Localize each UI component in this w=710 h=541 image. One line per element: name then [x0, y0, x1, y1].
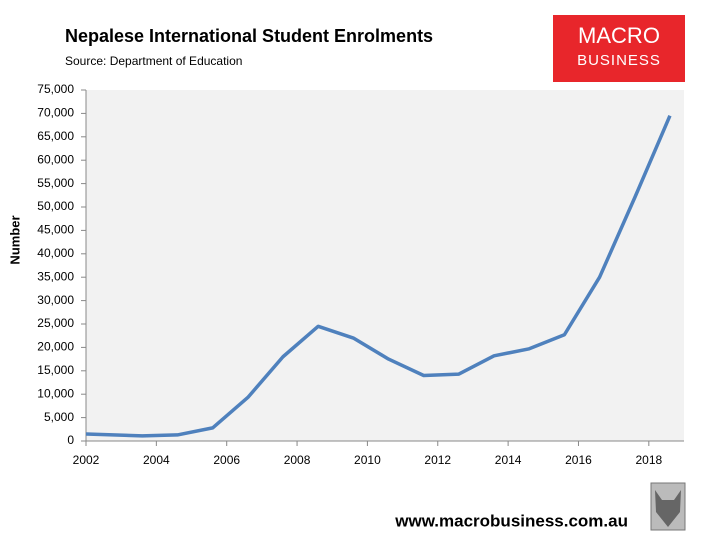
plot-area [86, 90, 684, 441]
y-tick-label: 25,000 [37, 316, 74, 330]
y-tick-label: 40,000 [37, 246, 74, 260]
y-tick-label: 75,000 [37, 82, 74, 96]
y-tick-label: 0 [67, 433, 74, 447]
logo-text: MACRO [578, 23, 660, 48]
y-tick-label: 20,000 [37, 340, 74, 354]
y-tick-label: 5,000 [44, 410, 74, 424]
y-tick-label: 10,000 [37, 386, 74, 400]
x-tick-label: 2010 [354, 453, 381, 467]
x-tick-label: 2014 [495, 453, 522, 467]
y-tick-label: 15,000 [37, 363, 74, 377]
x-tick-label: 2002 [73, 453, 100, 467]
x-tick-label: 2008 [284, 453, 311, 467]
line-series [85, 115, 672, 438]
footer: www.macrobusiness.com.au [394, 511, 628, 530]
x-tick-label: 2012 [424, 453, 451, 467]
y-tick-label: 65,000 [37, 129, 74, 143]
x-tick-label: 2016 [565, 453, 592, 467]
wolf-icon [655, 490, 681, 527]
y-axis-label: Number [7, 215, 22, 264]
y-tick-label: 60,000 [37, 152, 74, 166]
y-tick-label: 55,000 [37, 176, 74, 190]
chart-subtitle: Source: Department of Education [65, 54, 242, 68]
y-tick-label: 35,000 [37, 269, 74, 283]
logo-box [553, 15, 685, 82]
x-tick-label: 2004 [143, 453, 170, 467]
x-tick-label: 2018 [635, 453, 662, 467]
y-tick-label: 30,000 [37, 293, 74, 307]
chart-title: Nepalese International Student Enrolment… [65, 26, 433, 46]
logo-text: BUSINESS [577, 52, 661, 69]
y-tick-label: 50,000 [37, 199, 74, 213]
y-tick-label: 70,000 [37, 106, 74, 120]
y-tick-label: 45,000 [37, 223, 74, 237]
x-tick-label: 2006 [213, 453, 240, 467]
